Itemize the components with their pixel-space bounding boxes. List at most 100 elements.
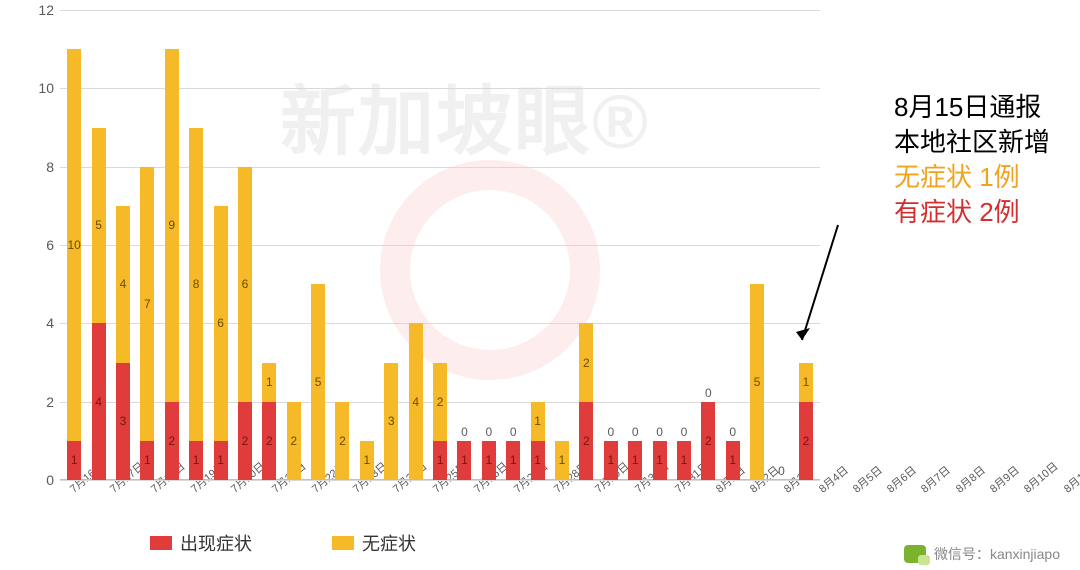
y-tick-label: 2 — [46, 394, 54, 410]
bar-group: 110 — [62, 10, 86, 480]
bar-top-zero-label: 0 — [705, 386, 712, 400]
bar-value-asymptomatic: 4 — [120, 277, 127, 291]
bar-group: 29 — [160, 10, 184, 480]
bar-stack: 5 — [750, 284, 764, 480]
bar-group: 10 — [501, 10, 525, 480]
bar-value-asymptomatic: 2 — [437, 395, 444, 409]
x-axis-labels: 7月16日7月17日7月18日7月19日7月20日7月21日7月22日7月23日… — [60, 482, 820, 498]
x-tick-label: 8月10日 — [1020, 458, 1061, 496]
y-tick-label: 10 — [38, 80, 54, 96]
bar-group: 10 — [672, 10, 696, 480]
annotation-line3: 无症状 1例 — [894, 160, 1050, 195]
bar-group: 5 — [745, 10, 769, 480]
bar-group: 12 — [428, 10, 452, 480]
legend-item-symptomatic: 出现症状 — [150, 530, 252, 556]
bar-group: 10 — [623, 10, 647, 480]
chart-plot-area: 0246810121104534172918162621252134121010… — [60, 10, 820, 480]
bar-segment-asymptomatic: 6 — [214, 206, 228, 441]
bar-group: 17 — [135, 10, 159, 480]
bar-value-symptomatic: 1 — [193, 453, 200, 467]
bar-segment-asymptomatic: 5 — [92, 128, 106, 324]
grid-line — [60, 480, 820, 481]
bar-value-symptomatic: 2 — [803, 434, 810, 448]
bar-value-symptomatic: 2 — [705, 434, 712, 448]
bar-segment-asymptomatic: 2 — [579, 323, 593, 401]
bar-value-symptomatic: 1 — [534, 453, 541, 467]
legend: 出现症状 无症状 — [150, 530, 416, 556]
y-tick-label: 0 — [46, 472, 54, 488]
bar-segment-symptomatic: 4 — [92, 323, 106, 480]
bar-stack: 10 — [482, 441, 496, 480]
x-tick-label: 8月7日 — [917, 462, 954, 496]
bar-group: 11 — [525, 10, 549, 480]
wechat-footer: 微信号：kanxinjiapo — [904, 544, 1060, 564]
annotation-line2: 本地社区新增 — [894, 125, 1050, 160]
bar-stack: 3 — [384, 363, 398, 481]
bar-top-zero-label: 0 — [729, 425, 736, 439]
bar-value-asymptomatic: 5 — [95, 218, 102, 232]
bar-stack: 17 — [140, 167, 154, 480]
bar-segment-symptomatic: 1 — [604, 441, 618, 480]
bar-value-symptomatic: 1 — [461, 453, 468, 467]
bar-top-zero-label: 0 — [461, 425, 468, 439]
bar-segment-symptomatic: 1 — [531, 441, 545, 480]
bar-value-asymptomatic: 8 — [193, 277, 200, 291]
bar-segment-symptomatic: 1 — [506, 441, 520, 480]
bar-stack: 34 — [116, 206, 130, 480]
x-tick-label: 8月8日 — [952, 462, 989, 496]
bar-segment-symptomatic: 2 — [165, 402, 179, 480]
bar-value-asymptomatic: 1 — [266, 375, 273, 389]
wechat-label: 微信号：kanxinjiapo — [934, 544, 1060, 564]
bar-stack: 5 — [311, 284, 325, 480]
bar-segment-asymptomatic: 8 — [189, 128, 203, 441]
bar-segment-symptomatic: 2 — [262, 402, 276, 480]
bar-group: 22 — [574, 10, 598, 480]
bar-value-symptomatic: 1 — [71, 453, 78, 467]
bar-stack: 26 — [238, 167, 252, 480]
bar-stack: 2 — [287, 402, 301, 480]
y-tick-label: 12 — [38, 2, 54, 18]
bar-top-zero-label: 0 — [681, 425, 688, 439]
bar-group: 10 — [477, 10, 501, 480]
bar-value-asymptomatic: 1 — [364, 453, 371, 467]
bar-stack: 12 — [433, 363, 447, 480]
bar-top-zero-label: 0 — [607, 425, 614, 439]
bar-value-asymptomatic: 1 — [803, 375, 810, 389]
bar-value-symptomatic: 1 — [681, 453, 688, 467]
bar-value-symptomatic: 2 — [583, 434, 590, 448]
bar-segment-asymptomatic: 2 — [287, 402, 301, 480]
y-tick-label: 6 — [46, 237, 54, 253]
bar-value-symptomatic: 1 — [485, 453, 492, 467]
legend-item-asymptomatic: 无症状 — [332, 530, 416, 556]
bar-segment-symptomatic: 1 — [214, 441, 228, 480]
bar-value-asymptomatic: 5 — [315, 375, 322, 389]
bar-value-symptomatic: 2 — [266, 434, 273, 448]
bar-segment-symptomatic: 1 — [628, 441, 642, 480]
bar-value-asymptomatic: 2 — [339, 434, 346, 448]
bar-top-zero-label: 0 — [656, 425, 663, 439]
bar-value-symptomatic: 2 — [242, 434, 249, 448]
bar-stack: 10 — [628, 441, 642, 480]
bar-value-symptomatic: 1 — [510, 453, 517, 467]
bar-segment-asymptomatic: 5 — [311, 284, 325, 480]
bar-value-asymptomatic: 5 — [754, 375, 761, 389]
bar-group: 10 — [599, 10, 623, 480]
bar-value-asymptomatic: 1 — [534, 414, 541, 428]
x-tick-label: 8月9日 — [986, 462, 1023, 496]
bar-stack: 22 — [579, 323, 593, 480]
bar-value-symptomatic: 1 — [437, 453, 444, 467]
bar-segment-asymptomatic: 3 — [384, 363, 398, 481]
bar-segment-asymptomatic: 1 — [799, 363, 813, 402]
bar-segment-asymptomatic: 1 — [262, 363, 276, 402]
bar-segment-symptomatic: 2 — [799, 402, 813, 480]
bar-group: 20 — [696, 10, 720, 480]
annotation-box: 8月15日通报 本地社区新增 无症状 1例 有症状 2例 — [894, 90, 1050, 230]
y-tick-label: 4 — [46, 315, 54, 331]
bar-stack: 1 — [360, 441, 374, 480]
bar-group: 2 — [282, 10, 306, 480]
x-tick-label: 8月5日 — [849, 462, 886, 496]
bar-segment-asymptomatic: 5 — [750, 284, 764, 480]
bar-group: 2 — [330, 10, 354, 480]
bar-group: 1 — [550, 10, 574, 480]
bar-segment-asymptomatic: 1 — [531, 402, 545, 441]
